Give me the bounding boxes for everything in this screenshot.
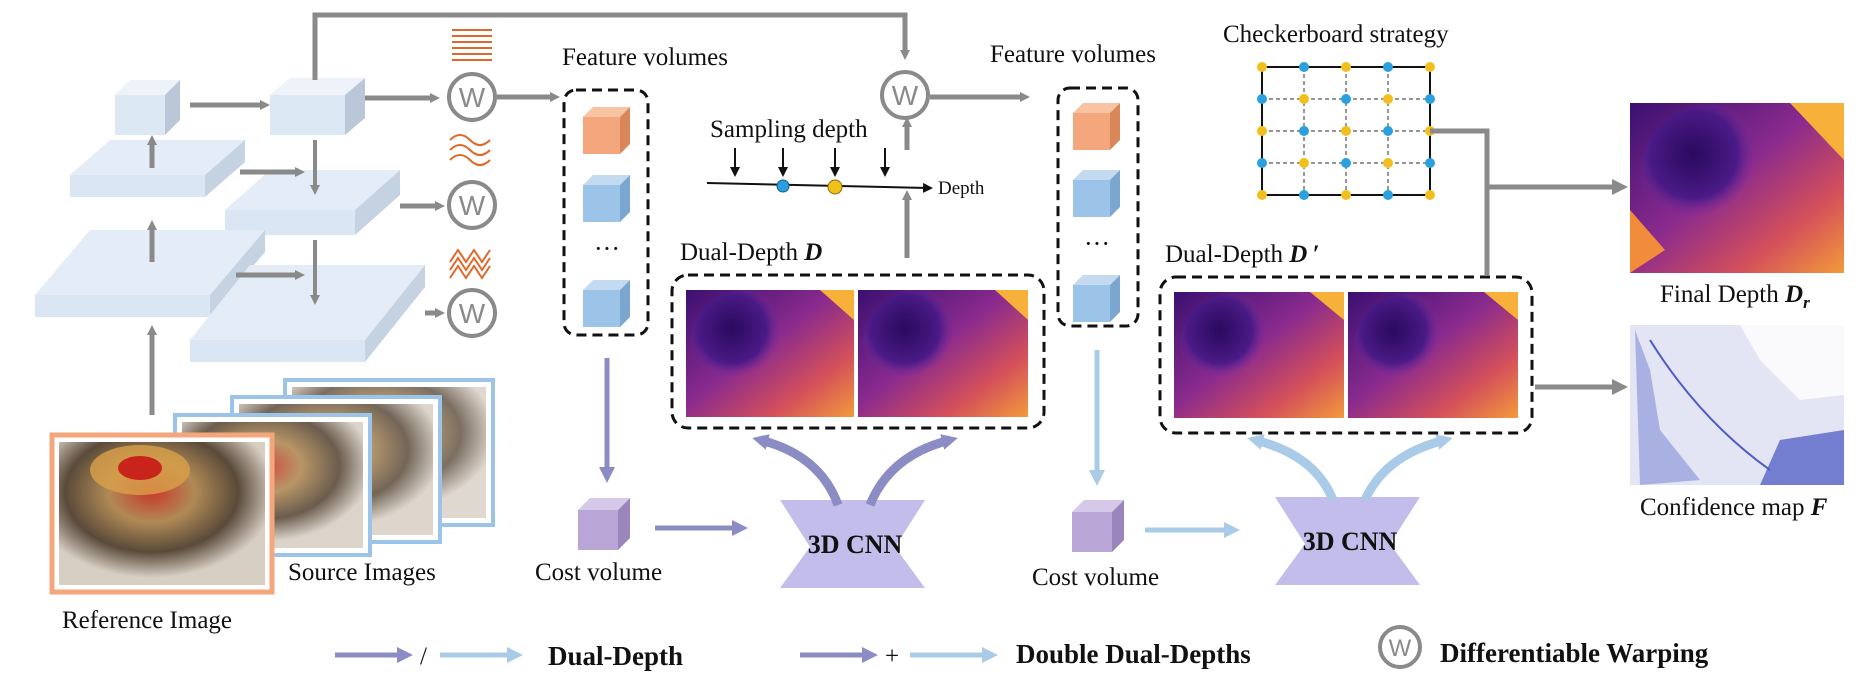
svg-text:3D CNN: 3D CNN bbox=[1303, 527, 1398, 556]
pyramid-plate-top-right bbox=[270, 78, 365, 135]
warp-circle-1: W bbox=[447, 72, 497, 122]
feature-ellipsis-2: ··· bbox=[1084, 229, 1110, 258]
checker-dot-blue bbox=[1299, 190, 1309, 200]
pyramid-plate-bottom-left bbox=[35, 230, 265, 317]
feature-cube-blue-2 bbox=[583, 280, 630, 327]
svg-text:W: W bbox=[892, 80, 919, 111]
checker-dot-blue bbox=[1425, 158, 1435, 168]
checker-dot-blue bbox=[1383, 62, 1393, 72]
final-depth-label: Final Depth Dr bbox=[1660, 281, 1810, 312]
dual-depth-d-label: Dual-Depth D bbox=[680, 239, 822, 266]
checker-dot-yellow bbox=[1299, 158, 1309, 168]
legend-differentiable-warping: Differentiable Warping bbox=[1440, 638, 1709, 668]
confidence-map-label: Confidence map F bbox=[1640, 494, 1828, 521]
cnn-2-arrow-right bbox=[1360, 434, 1453, 502]
checker-dot-yellow bbox=[1341, 62, 1351, 72]
cnn-1-arrow-right bbox=[865, 434, 958, 507]
checker-dot-yellow bbox=[1257, 62, 1267, 72]
feature-pyramid bbox=[35, 78, 425, 415]
cnn-1-arrow-left bbox=[752, 434, 843, 507]
cost-volume-2-label: Cost volume bbox=[1032, 564, 1159, 591]
cnn-2: 3D CNN bbox=[1275, 497, 1420, 585]
feature-cube-blue-3 bbox=[1073, 170, 1120, 217]
depth-axis bbox=[706, 148, 933, 195]
svg-text:W: W bbox=[459, 298, 486, 329]
source-images-label: Source Images bbox=[288, 559, 436, 586]
legend-warp-icon: W bbox=[1378, 625, 1422, 669]
checker-dot-yellow bbox=[1257, 190, 1267, 200]
checker-dot-blue bbox=[1257, 158, 1267, 168]
checker-dot-yellow bbox=[1257, 126, 1267, 136]
checker-dot-blue bbox=[1341, 158, 1351, 168]
feature-cube-orange-2 bbox=[1073, 103, 1120, 150]
warp-circle-2: W bbox=[447, 180, 497, 230]
checker-dot-yellow bbox=[1383, 94, 1393, 104]
checker-dot-yellow bbox=[1299, 94, 1309, 104]
cost-volume-1-label: Cost volume bbox=[535, 559, 662, 586]
checker-dot-yellow bbox=[1425, 190, 1435, 200]
pyramid-plate-mid-right bbox=[225, 170, 400, 235]
legend-double-dual-depths: Double Dual-Depths bbox=[1016, 639, 1251, 669]
checkerboard-grid bbox=[1257, 62, 1435, 200]
legend-plus: + bbox=[885, 643, 899, 670]
frequency-lines-icon bbox=[452, 29, 492, 61]
confidence-map bbox=[1630, 325, 1844, 485]
checkerboard-label: Checkerboard strategy bbox=[1223, 21, 1449, 48]
svg-text:W: W bbox=[459, 190, 486, 221]
cost-volume-cube-1 bbox=[578, 498, 630, 550]
final-depth-map bbox=[1630, 103, 1844, 273]
checker-dot-blue bbox=[1299, 62, 1309, 72]
warp-circle-3: W bbox=[447, 288, 497, 338]
checker-dot-yellow bbox=[1341, 126, 1351, 136]
dual-depth-d-box bbox=[670, 273, 1046, 430]
checker-dot-blue bbox=[1299, 126, 1309, 136]
svg-text:W: W bbox=[459, 82, 486, 113]
checker-dot-blue bbox=[1257, 94, 1267, 104]
cnn-1: 3D CNN bbox=[780, 500, 925, 588]
feature-ellipsis-1: ··· bbox=[594, 234, 620, 263]
reference-image-label: Reference Image bbox=[62, 607, 232, 634]
depth-map-1a bbox=[686, 290, 854, 417]
depth-axis-label: Depth bbox=[938, 178, 985, 199]
checkerboard-connector bbox=[1430, 128, 1490, 275]
wave-lines-icon bbox=[449, 134, 491, 166]
sampling-depth-label: Sampling depth bbox=[710, 116, 868, 143]
feature-cube-blue-1 bbox=[583, 175, 630, 222]
dual-depth-d2-box bbox=[1158, 275, 1534, 435]
checker-dot-yellow bbox=[1341, 190, 1351, 200]
warp-circle-top: W bbox=[880, 70, 930, 120]
legend: / Dual-Depth + Double Dual-Depths W Diff… bbox=[335, 625, 1709, 671]
feature-volumes-2-box bbox=[1056, 86, 1140, 328]
pyramid-plate-mid-left bbox=[70, 140, 245, 197]
top-connector bbox=[312, 12, 910, 80]
pyramid-plate-top-left bbox=[115, 80, 180, 135]
cnn-2-arrow-left bbox=[1247, 434, 1338, 502]
checker-dot-yellow bbox=[1425, 62, 1435, 72]
checker-dot-blue bbox=[1383, 126, 1393, 136]
checker-dot-blue bbox=[1383, 190, 1393, 200]
svg-text:3D CNN: 3D CNN bbox=[808, 530, 903, 559]
svg-text:W: W bbox=[1389, 635, 1412, 662]
pyramid-plate-bottom-right bbox=[190, 265, 425, 362]
checker-dot-blue bbox=[1425, 94, 1435, 104]
legend-slash: / bbox=[420, 643, 427, 670]
dual-depth-d2-label: Dual-Depth D ′ bbox=[1165, 241, 1319, 268]
depth-map-2a bbox=[1174, 292, 1344, 418]
cost-volume-cube-2 bbox=[1072, 500, 1124, 552]
reference-image bbox=[49, 432, 275, 595]
feature-cube-blue-4 bbox=[1073, 275, 1120, 322]
legend-dual-depth: Dual-Depth bbox=[548, 641, 683, 671]
feature-volumes-2-label: Feature volumes bbox=[990, 41, 1156, 68]
zigzag-lines-icon bbox=[449, 248, 491, 280]
feature-cube-orange-1 bbox=[583, 107, 630, 154]
feature-volumes-1-label: Feature volumes bbox=[562, 44, 728, 71]
depth-map-1b bbox=[858, 290, 1028, 417]
checker-dot-blue bbox=[1341, 94, 1351, 104]
checker-dot-yellow bbox=[1383, 158, 1393, 168]
depth-map-2b bbox=[1348, 292, 1518, 418]
